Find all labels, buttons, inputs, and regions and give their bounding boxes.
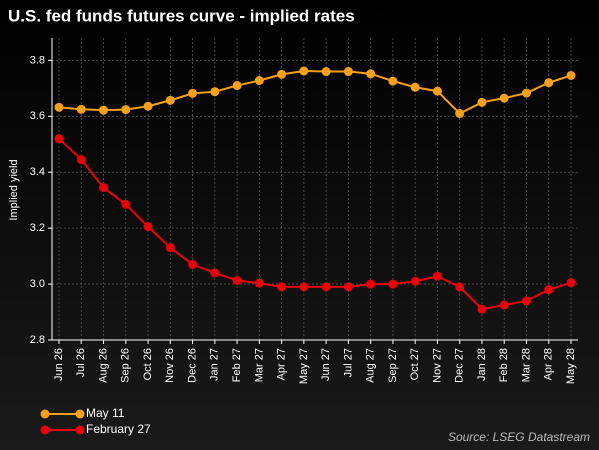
marker	[210, 87, 220, 97]
marker	[566, 278, 576, 288]
x-tick-label: Feb 28	[498, 348, 510, 382]
marker	[232, 275, 242, 285]
marker	[566, 70, 576, 80]
marker	[410, 276, 420, 286]
marker	[76, 155, 86, 165]
marker	[99, 183, 109, 193]
marker	[277, 282, 287, 292]
x-tick-label: Dec 27	[454, 348, 466, 383]
marker	[477, 304, 487, 314]
y-tick-label: 3.0	[30, 278, 45, 290]
x-tick-label: Nov 26	[164, 348, 176, 383]
chart-title: U.S. fed funds futures curve - implied r…	[8, 6, 355, 25]
marker	[432, 86, 442, 96]
marker	[455, 109, 465, 118]
marker	[165, 243, 175, 253]
marker	[254, 76, 264, 86]
x-tick-label: Jul 27	[342, 348, 354, 377]
legend-marker	[75, 409, 85, 419]
marker	[366, 69, 376, 79]
marker	[143, 101, 153, 111]
x-tick-label: Oct 27	[409, 348, 421, 380]
marker	[121, 199, 131, 209]
marker	[54, 102, 64, 112]
marker	[277, 69, 287, 79]
legend-label: May 11	[86, 406, 125, 420]
x-tick-label: Aug 27	[365, 348, 377, 383]
x-tick-label: May 27	[298, 348, 310, 384]
x-tick-label: Sep 27	[387, 348, 399, 383]
y-tick-label: 3.4	[30, 166, 45, 178]
legend-marker	[75, 425, 85, 435]
legend-label: February 27	[86, 422, 151, 436]
legend-marker	[40, 409, 50, 419]
marker	[299, 282, 309, 292]
marker	[321, 67, 331, 77]
marker	[521, 88, 531, 98]
marker	[366, 279, 376, 289]
x-tick-label: Jul 26	[75, 348, 87, 377]
x-tick-label: Mar 27	[253, 348, 265, 382]
marker	[76, 104, 86, 114]
marker	[54, 134, 64, 144]
x-tick-label: Apr 28	[543, 348, 555, 380]
x-tick-label: Nov 27	[431, 348, 443, 383]
marker	[343, 67, 353, 77]
marker	[544, 78, 554, 88]
x-tick-label: Aug 26	[97, 348, 109, 383]
x-tick-label: Feb 27	[231, 348, 243, 382]
marker	[321, 282, 331, 292]
marker	[499, 93, 509, 103]
marker	[99, 105, 109, 115]
x-tick-label: Jan 28	[476, 348, 488, 381]
marker	[232, 81, 242, 91]
legend-marker	[40, 425, 50, 435]
marker	[299, 66, 309, 76]
marker	[388, 279, 398, 289]
y-tick-label: 3.2	[30, 222, 45, 234]
x-tick-label: Oct 26	[142, 348, 154, 380]
x-tick-label: Jun 27	[320, 348, 332, 381]
y-tick-label: 2.8	[30, 334, 45, 346]
source: Source: LSEG Datastream	[448, 430, 590, 444]
x-tick-label: Jan 27	[209, 348, 221, 381]
marker	[477, 97, 487, 107]
x-tick-label: Mar 28	[520, 348, 532, 382]
y-axis-label: Implied yield	[8, 159, 20, 220]
marker	[121, 105, 131, 115]
x-tick-label: Jun 26	[53, 348, 65, 381]
x-tick-label: Dec 26	[186, 348, 198, 383]
marker	[521, 296, 531, 306]
marker	[188, 260, 198, 269]
marker	[432, 271, 442, 281]
marker	[143, 222, 153, 232]
marker	[499, 300, 509, 310]
x-tick-label: Apr 27	[276, 348, 288, 380]
marker	[210, 268, 220, 278]
x-tick-label: May 28	[565, 348, 577, 384]
y-tick-label: 3.8	[30, 54, 45, 66]
y-tick-label: 3.6	[30, 110, 45, 122]
marker	[254, 278, 264, 288]
marker	[544, 285, 554, 295]
marker	[188, 88, 198, 98]
marker	[165, 95, 175, 105]
marker	[343, 282, 353, 292]
marker	[455, 282, 465, 292]
marker	[388, 76, 398, 86]
x-tick-label: Sep 26	[120, 348, 132, 383]
marker	[410, 82, 420, 92]
